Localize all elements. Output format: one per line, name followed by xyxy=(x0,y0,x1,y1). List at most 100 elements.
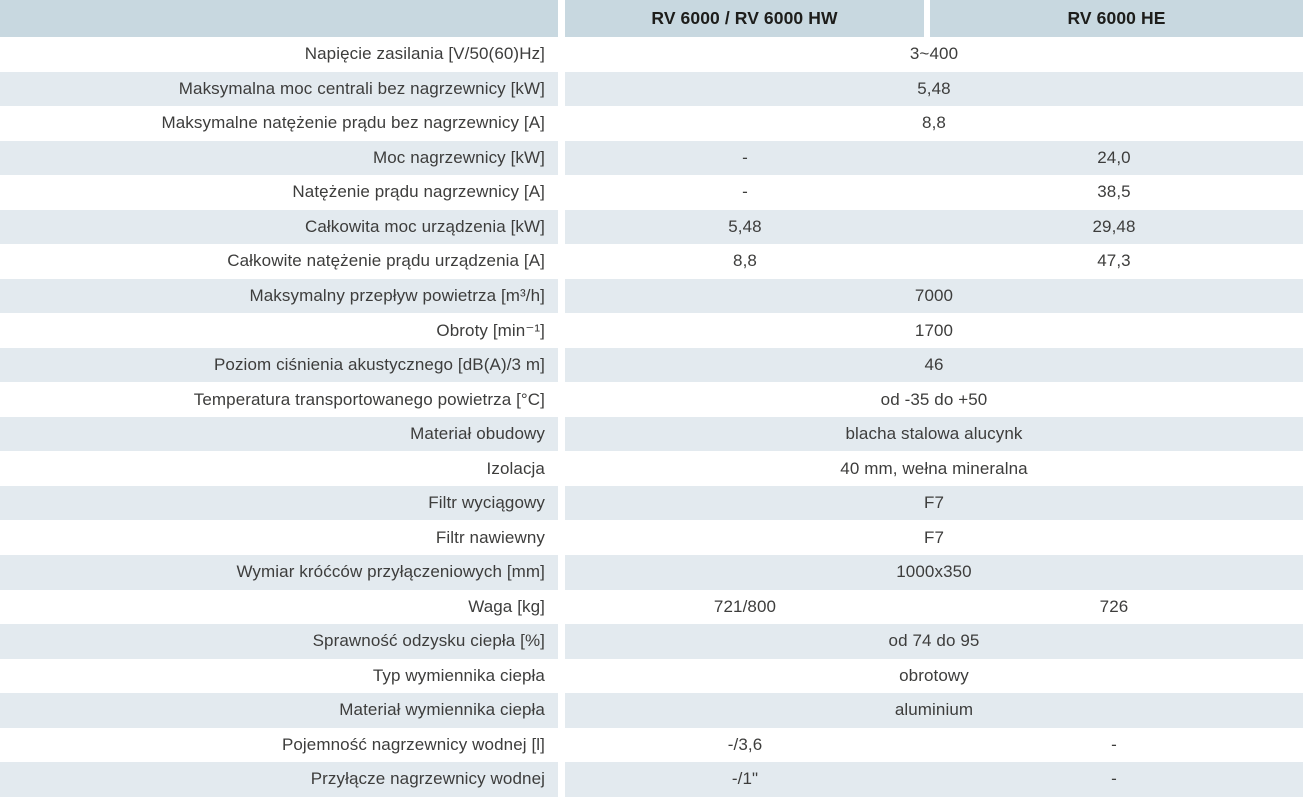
table-row: Napięcie zasilania [V/50(60)Hz] 3~400 xyxy=(0,37,1303,72)
column-separator xyxy=(558,727,565,763)
row-label: Maksymalne natężenie prądu bez nagrzewni… xyxy=(0,106,558,141)
column-separator xyxy=(558,624,565,659)
column-separator xyxy=(558,106,565,141)
row-label: Typ wymiennika ciepła xyxy=(0,658,558,694)
column-separator xyxy=(558,0,565,37)
table-row: Filtr wyciągowy F7 xyxy=(0,485,1303,521)
row-label: Napięcie zasilania [V/50(60)Hz] xyxy=(0,37,558,72)
table-row: Typ wymiennika ciepła obrotowy xyxy=(0,658,1303,694)
row-value-rv6000he: - xyxy=(925,762,1303,797)
row-value-spanned: 8,8 xyxy=(565,106,1303,141)
column-separator xyxy=(558,451,565,486)
row-label: Maksymalny przepływ powietrza [m³/h] xyxy=(0,278,558,314)
column-separator xyxy=(558,140,565,176)
column-separator xyxy=(558,209,565,245)
table-row: Maksymalna moc centrali bez nagrzewnicy … xyxy=(0,71,1303,107)
row-value-rv6000he: 29,48 xyxy=(925,209,1303,245)
header-column-separator xyxy=(924,0,930,37)
table-row: Sprawność odzysku ciepła [%] od 74 do 95 xyxy=(0,624,1303,659)
row-label: Moc nagrzewnicy [kW] xyxy=(0,140,558,176)
row-value-rv6000-rv6000hw: -/1" xyxy=(565,762,925,797)
row-value-spanned: blacha stalowa alucynk xyxy=(565,416,1303,452)
row-value-spanned: 1000x350 xyxy=(565,554,1303,590)
column-separator xyxy=(558,313,565,348)
row-value-spanned: 40 mm, wełna mineralna xyxy=(565,451,1303,486)
row-value-spanned: F7 xyxy=(565,520,1303,555)
row-label: Filtr nawiewny xyxy=(0,520,558,555)
table-row: Wymiar króćców przyłączeniowych [mm] 1000… xyxy=(0,554,1303,590)
row-label: Całkowite natężenie prądu urządzenia [A] xyxy=(0,244,558,279)
column-header-rv6000-rv6000hw: RV 6000 / RV 6000 HW xyxy=(565,0,924,37)
row-value-rv6000-rv6000hw: - xyxy=(565,175,925,210)
table-row: Materiał obudowy blacha stalowa alucynk xyxy=(0,416,1303,452)
row-value-spanned: od -35 do +50 xyxy=(565,382,1303,417)
row-value-spanned: 7000 xyxy=(565,278,1303,314)
row-label: Natężenie prądu nagrzewnicy [A] xyxy=(0,175,558,210)
table-row: Moc nagrzewnicy [kW] -24,0 xyxy=(0,140,1303,176)
row-label: Całkowita moc urządzenia [kW] xyxy=(0,209,558,245)
column-separator xyxy=(558,347,565,383)
table-row: Całkowita moc urządzenia [kW] 5,48 29,48 xyxy=(0,209,1303,245)
row-label: Sprawność odzysku ciepła [%] xyxy=(0,624,558,659)
row-value-spanned: 46 xyxy=(565,347,1303,383)
row-label: Izolacja xyxy=(0,451,558,486)
table-row: Izolacja 40 mm, wełna mineralna xyxy=(0,451,1303,486)
row-label: Waga [kg] xyxy=(0,589,558,625)
row-label: Temperatura transportowanego powietrza [… xyxy=(0,382,558,417)
table-row: Waga [kg] 721/800 726 xyxy=(0,589,1303,625)
column-header-rv6000he: RV 6000 HE xyxy=(930,0,1303,37)
row-value-spanned: F7 xyxy=(565,485,1303,521)
column-separator xyxy=(558,658,565,694)
column-separator xyxy=(558,520,565,555)
table-row: Maksymalne natężenie prądu bez nagrzewni… xyxy=(0,106,1303,141)
column-separator xyxy=(558,693,565,728)
row-value-spanned: 1700 xyxy=(565,313,1303,348)
table-row: Poziom ciśnienia akustycznego [dB(A)/3 m… xyxy=(0,347,1303,383)
row-label: Filtr wyciągowy xyxy=(0,485,558,521)
row-label: Pojemność nagrzewnicy wodnej [l] xyxy=(0,727,558,763)
table-row: Całkowite natężenie prądu urządzenia [A]… xyxy=(0,244,1303,279)
column-separator xyxy=(558,382,565,417)
column-separator xyxy=(558,278,565,314)
row-value-spanned: 5,48 xyxy=(565,71,1303,107)
row-label: Obroty [min⁻¹] xyxy=(0,313,558,348)
row-value-rv6000he: 24,0 xyxy=(925,140,1303,176)
row-value-rv6000he: - xyxy=(925,727,1303,763)
column-separator xyxy=(558,175,565,210)
row-value-rv6000he: 38,5 xyxy=(925,175,1303,210)
row-value-spanned: 3~400 xyxy=(565,37,1303,72)
row-value-spanned: aluminium xyxy=(565,693,1303,728)
row-value-rv6000-rv6000hw: -/3,6 xyxy=(565,727,925,763)
column-separator xyxy=(558,37,565,72)
row-value-rv6000-rv6000hw: 721/800 xyxy=(565,589,925,625)
table-body: Napięcie zasilania [V/50(60)Hz] 3~400 Maks… xyxy=(0,37,1303,797)
column-separator xyxy=(558,71,565,107)
row-value-rv6000-rv6000hw: 5,48 xyxy=(565,209,925,245)
row-value-rv6000he: 47,3 xyxy=(925,244,1303,279)
column-separator xyxy=(558,589,565,625)
table-row: Filtr nawiewny F7 xyxy=(0,520,1303,555)
table-header-row: RV 6000 / RV 6000 HW RV 6000 HE xyxy=(0,0,1303,37)
row-value-rv6000he: 726 xyxy=(925,589,1303,625)
column-separator xyxy=(558,554,565,590)
row-value-spanned: obrotowy xyxy=(565,658,1303,694)
table-row: Materiał wymiennika ciepła aluminium xyxy=(0,693,1303,728)
row-label: Przyłącze nagrzewnicy wodnej xyxy=(0,762,558,797)
column-separator xyxy=(558,485,565,521)
table-row: Maksymalny przepływ powietrza [m³/h] 7000 xyxy=(0,278,1303,314)
table-row: Przyłącze nagrzewnicy wodnej -/1" - xyxy=(0,762,1303,797)
row-label: Materiał wymiennika ciepła xyxy=(0,693,558,728)
column-separator xyxy=(558,416,565,452)
row-label: Wymiar króćców przyłączeniowych [mm] xyxy=(0,554,558,590)
row-value-rv6000-rv6000hw: - xyxy=(565,140,925,176)
table-row: Obroty [min⁻¹] 1700 xyxy=(0,313,1303,348)
row-label: Poziom ciśnienia akustycznego [dB(A)/3 m… xyxy=(0,347,558,383)
column-separator xyxy=(558,762,565,797)
row-value-spanned: od 74 do 95 xyxy=(565,624,1303,659)
table-row: Temperatura transportowanego powietrza [… xyxy=(0,382,1303,417)
row-value-rv6000-rv6000hw: 8,8 xyxy=(565,244,925,279)
row-label: Maksymalna moc centrali bez nagrzewnicy … xyxy=(0,71,558,107)
column-separator xyxy=(558,244,565,279)
